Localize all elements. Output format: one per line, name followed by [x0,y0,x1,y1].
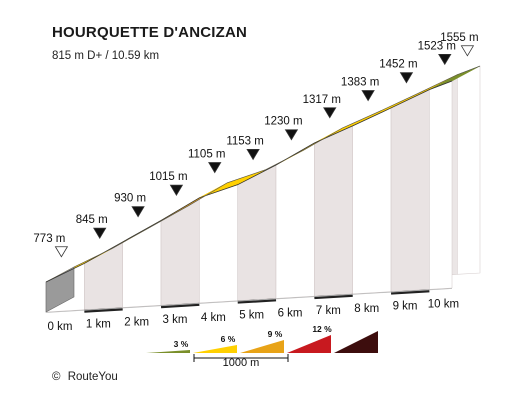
front-panel [314,125,353,297]
elevation-marker-icon [399,72,414,84]
front-panel [199,184,238,304]
front-panel [275,142,315,299]
front-panel [160,197,200,306]
front-panel [84,241,123,310]
elevation-label: 1015 m [149,171,187,183]
base-dash [314,293,353,300]
x-tick-label: 3 km [163,314,188,326]
x-tick-label: 2 km [124,316,149,328]
elevation-marker-icon [93,227,107,239]
elevation-label: 773 m [33,233,65,245]
base-line [45,288,453,313]
legend-label: 3 % [174,339,189,349]
x-tick-label: 9 km [393,301,418,313]
legend-swatch [240,340,284,353]
elevation-label: 1153 m [226,135,264,147]
chart-title: HOURQUETTE D'ANCIZAN [52,24,248,41]
front-panel [352,107,392,295]
chart-subtitle: 815 m D+ / 10.59 km [52,50,160,62]
elevation-label: 1230 m [264,116,302,128]
x-tick-label: 6 km [278,307,303,319]
credit-text: RouteYou [67,371,118,383]
elevation-label: 1523 m [418,40,456,52]
elevation-label: 1105 m [188,149,226,161]
base-dash [390,289,430,295]
elevation-marker-icon [169,184,184,196]
elevation-label: 1383 m [341,77,379,89]
endpoint-marker-icon [54,246,69,258]
base-dash [84,307,123,313]
legend-label: 9 % [268,329,283,339]
elevation-marker-icon [438,53,452,66]
elevation-label: 930 m [114,193,146,205]
credit-line: © RouteYou [52,371,118,383]
legend-swatch [287,335,331,353]
elevation-marker-icon [131,206,145,218]
x-tick-label: 7 km [316,305,341,317]
front-panel [429,80,453,290]
x-tick-label: 1 km [86,319,111,331]
legend-swatch [146,350,190,353]
base-dash [160,302,200,309]
elevation-marker-icon [361,90,375,102]
profile-front-edge [45,80,453,283]
elevation-marker-icon [208,162,222,174]
x-tick-label: 0 km [48,321,73,333]
front-panel [237,164,277,301]
elevation-marker-icon [323,107,337,119]
copyright-symbol: © [52,371,61,383]
x-tick-label: 8 km [354,303,379,315]
endpoint-marker-icon [460,45,475,57]
x-tick-label: 10 km [428,298,459,310]
elevation-marker-icon [284,129,299,141]
elevation-label: 1555 m [440,32,478,44]
legend-label: 12 % [312,324,332,334]
legend-swatch [193,345,237,353]
elevation-label: 1452 m [379,59,417,71]
elevation-label: 845 m [76,214,108,226]
legend-label: 6 % [221,334,236,344]
elevation-label: 1317 m [303,94,341,106]
legend-swatch [334,331,378,353]
back-panel [457,65,481,275]
profile-back-edge [73,65,481,268]
x-tick-label: 4 km [201,312,226,324]
base-dash [237,298,277,304]
front-panel [390,89,430,292]
x-tick-label: 5 km [239,310,264,322]
chart-header: HOURQUETTE D'ANCIZAN 815 m D+ / 10.59 km [52,24,247,62]
front-panel [122,220,162,308]
legend-scale-label: 1000 m [223,357,260,369]
elevation-marker-icon [246,149,260,161]
